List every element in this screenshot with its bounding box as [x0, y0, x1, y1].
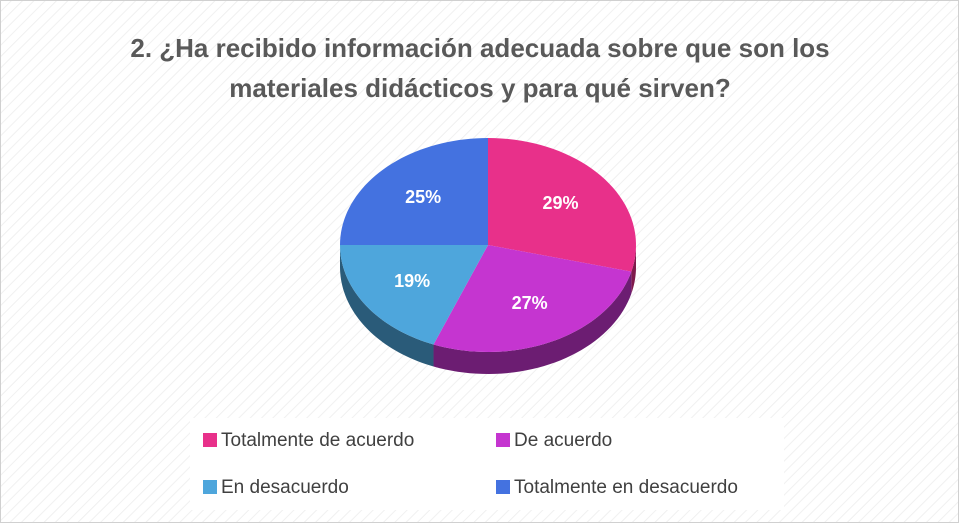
legend-label: Totalmente de acuerdo [221, 430, 414, 451]
legend-label: De acuerdo [514, 430, 612, 451]
chart-title: 2. ¿Ha recibido información adecuada sob… [130, 33, 830, 103]
legend: Totalmente de acuerdo De acuerdo En desacu… [203, 430, 738, 498]
data-label: 25% [405, 187, 441, 207]
legend-swatch [203, 433, 217, 447]
slice [488, 138, 636, 272]
legend-swatch [496, 480, 510, 494]
slice-side [631, 245, 636, 294]
slice-side [433, 271, 632, 374]
pie: 29% 27% 19% 25% [340, 138, 636, 374]
slice [340, 245, 488, 345]
legend-label: En desacuerdo [221, 477, 349, 498]
data-label: 27% [512, 293, 548, 313]
slice [340, 138, 488, 245]
slice [433, 245, 632, 352]
data-label: 29% [542, 193, 578, 213]
legend-swatch [203, 480, 217, 494]
data-label: 19% [394, 271, 430, 291]
legend-swatch [496, 433, 510, 447]
legend-box [190, 418, 784, 510]
legend-label: Totalmente en desacuerdo [514, 477, 738, 498]
slice-side [340, 245, 434, 367]
